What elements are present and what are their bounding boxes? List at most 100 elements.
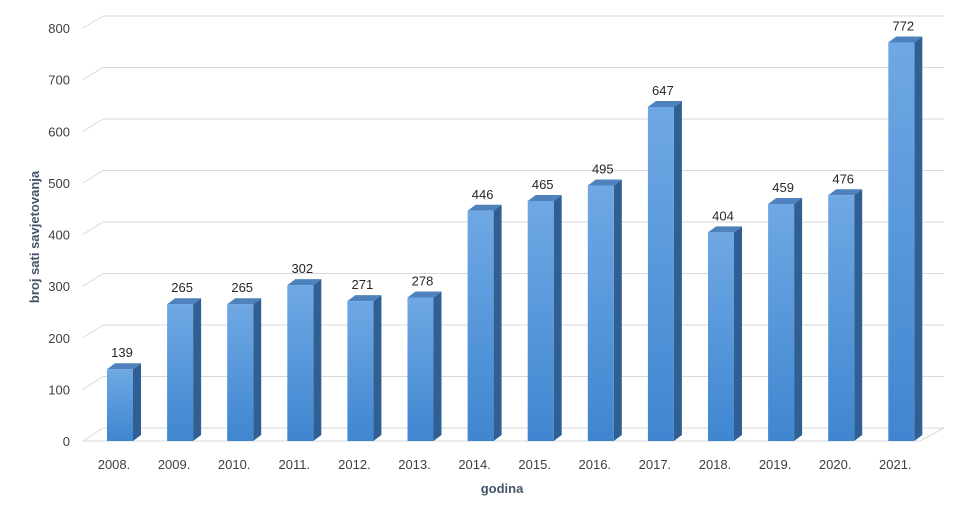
bar: 459 xyxy=(768,180,803,441)
bar: 495 xyxy=(587,161,622,442)
y-axis-title: broj sati savjetovanja xyxy=(27,170,42,303)
data-label: 265 xyxy=(231,280,253,295)
gridline-diagonal xyxy=(82,427,104,442)
x-tick-label: 2019. xyxy=(759,457,792,472)
x-tick-label: 2016. xyxy=(579,457,612,472)
bar-side xyxy=(914,36,923,441)
bar-top xyxy=(888,36,923,43)
bar-side xyxy=(193,298,202,441)
x-tick-label: 2011. xyxy=(279,457,311,472)
data-label: 465 xyxy=(532,177,554,192)
gridline-diagonal xyxy=(82,221,104,235)
y-tick-label: 600 xyxy=(48,124,70,139)
bar-front xyxy=(708,232,734,441)
y-tick-label: 400 xyxy=(48,228,70,243)
bar-front xyxy=(647,106,674,441)
floor-edge xyxy=(919,427,945,442)
y-tick-label: 500 xyxy=(48,176,70,191)
bar: 265 xyxy=(227,280,262,441)
bar-side xyxy=(613,179,622,442)
bar-side xyxy=(253,298,262,441)
data-label: 278 xyxy=(412,273,434,288)
bar-front xyxy=(167,304,194,441)
data-label: 772 xyxy=(892,18,914,33)
bar-front xyxy=(347,301,374,441)
gridline-diagonal xyxy=(82,376,104,390)
bars: 139 265 265 302 271 278 446 465 495 647 404 459 476 7… xyxy=(107,18,923,442)
y-tick-label: 300 xyxy=(48,279,70,294)
bar-side xyxy=(133,363,141,441)
bar-top xyxy=(768,198,803,205)
bar: 265 xyxy=(167,280,202,441)
data-label: 139 xyxy=(111,345,133,360)
bar: 647 xyxy=(647,83,682,441)
bar: 271 xyxy=(347,277,382,441)
bar-front xyxy=(888,42,915,441)
bar-top xyxy=(527,194,562,201)
bar: 139 xyxy=(107,345,141,441)
bar-top xyxy=(467,204,502,211)
data-label: 476 xyxy=(832,171,854,186)
bar-side xyxy=(794,198,803,441)
data-label: 446 xyxy=(472,187,494,202)
bar-front xyxy=(828,195,855,441)
gridline-diagonal xyxy=(82,273,104,287)
bar-side xyxy=(313,279,322,441)
bar-side xyxy=(373,295,382,441)
bar-top xyxy=(107,363,141,370)
bar-front xyxy=(287,285,314,441)
x-tick-label: 2014. xyxy=(458,457,491,472)
gridline-diagonal xyxy=(82,324,104,339)
y-tick-label: 700 xyxy=(48,73,70,88)
bar-front xyxy=(587,185,614,441)
y-tick-label: 800 xyxy=(48,21,70,36)
x-tick-label: 2015. xyxy=(518,457,551,472)
data-label: 495 xyxy=(592,161,614,176)
x-tick-label: 2013. xyxy=(398,457,431,472)
x-axis-ticks: 2008. 2009. 2010. 2011. 2012. 2013. 2014. 2015.… xyxy=(98,457,912,472)
bar: 404 xyxy=(708,208,742,441)
data-label: 265 xyxy=(171,280,193,295)
y-tick-label: 200 xyxy=(48,331,70,346)
y-tick-label: 100 xyxy=(48,382,70,397)
x-axis-title: godina xyxy=(481,481,524,496)
bar-top xyxy=(407,291,442,298)
bar-side xyxy=(673,100,682,441)
bar-front xyxy=(227,304,254,441)
data-label: 271 xyxy=(352,277,374,292)
bar-top xyxy=(167,298,202,305)
data-label: 459 xyxy=(772,180,794,195)
bar-front xyxy=(107,369,133,441)
data-label: 404 xyxy=(712,208,734,223)
gridline-diagonal xyxy=(82,118,104,132)
bar-side xyxy=(553,194,562,441)
bar-top xyxy=(287,279,322,286)
data-label: 302 xyxy=(291,261,313,276)
bar-side xyxy=(493,204,502,441)
bar: 476 xyxy=(828,171,863,441)
x-tick-label: 2020. xyxy=(819,457,852,472)
x-tick-label: 2009. xyxy=(158,457,191,472)
bar-top xyxy=(647,100,682,107)
x-tick-label: 2010. xyxy=(218,457,251,472)
bar-front xyxy=(467,210,494,441)
bar-front xyxy=(527,200,554,441)
gridline-diagonal xyxy=(82,67,104,81)
bar: 278 xyxy=(407,273,442,441)
x-tick-label: 2021. xyxy=(879,457,912,472)
y-tick-label: 0 xyxy=(63,434,70,449)
bar-front xyxy=(768,204,795,441)
data-label: 647 xyxy=(652,83,674,98)
x-tick-label: 2008. xyxy=(98,457,131,472)
bar-side xyxy=(854,189,863,441)
bar-top xyxy=(708,226,742,233)
bar-top xyxy=(347,295,382,302)
x-tick-label: 2012. xyxy=(338,457,371,472)
bar-top xyxy=(828,189,863,196)
x-tick-label: 2017. xyxy=(639,457,672,472)
bar: 302 xyxy=(287,261,322,441)
bar-top xyxy=(227,298,262,305)
gridlines xyxy=(82,15,945,442)
bar: 465 xyxy=(527,177,562,441)
